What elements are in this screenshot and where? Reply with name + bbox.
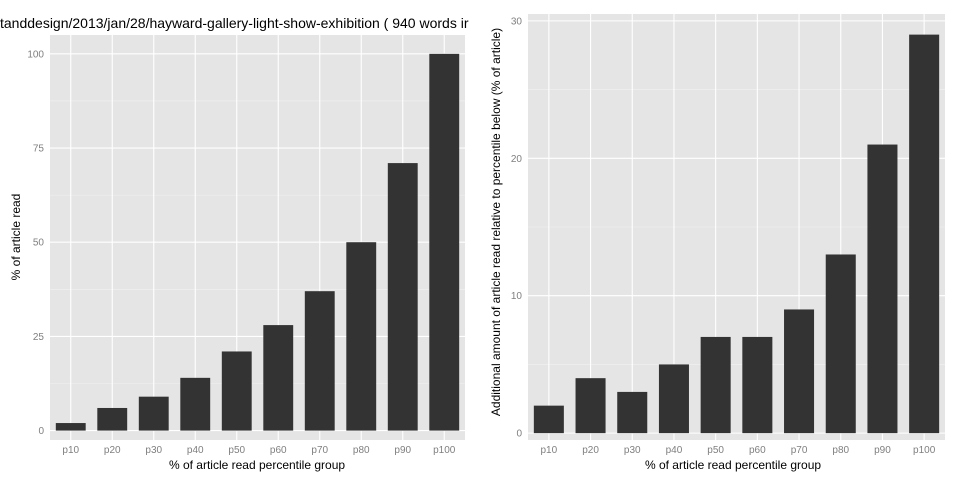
chart-right-bar (575, 378, 606, 434)
chart-right-bar (617, 391, 648, 434)
chart-left-bar (221, 351, 252, 431)
chart-left-x-tick-label: p50 (228, 445, 245, 456)
chart-right-y-tick-label: 0 (516, 429, 522, 440)
chart-left-x-tick-label: p90 (394, 445, 411, 456)
chart-right-bar (825, 254, 856, 434)
chart-left-x-tick-label: p10 (62, 445, 79, 456)
chart-left-x-tick-label: p60 (270, 445, 287, 456)
chart-right-x-tick-label: p70 (791, 445, 808, 456)
chart-left-y-tick-label: 75 (33, 144, 45, 155)
chart-left-bar (180, 377, 211, 431)
chart-right-x-tick-label: p40 (666, 445, 683, 456)
chart-right-y-axis-title: Additional amount of article read relati… (489, 28, 503, 416)
chart-left-bar (387, 163, 418, 431)
chart-right-bar (742, 336, 773, 434)
chart-left-x-tick-label: p70 (311, 445, 328, 456)
chart-right-x-tick-label: p90 (874, 445, 891, 456)
chart-right-x-axis-title: % of article read percentile group (645, 458, 821, 472)
chart-right-x-tick-label: p60 (749, 445, 766, 456)
chart-right-x-tick-label: p100 (913, 445, 936, 456)
chart-right-bar (658, 364, 689, 434)
chart-left-bar (55, 423, 86, 431)
chart-left-x-tick-label: p20 (104, 445, 121, 456)
chart-left-x-tick-label: p30 (145, 445, 162, 456)
chart-left-x-axis-title: % of article read percentile group (169, 458, 345, 472)
chart-right-y-tick-label: 30 (511, 16, 523, 27)
chart-left-y-tick-label: 25 (33, 332, 45, 343)
chart-left-x-tick-label: p40 (187, 445, 204, 456)
chart-right-x-tick-label: p30 (624, 445, 641, 456)
chart-left: 0 25 50 75 100 p10 p20 p30 p40 p50 p60 p70 p80 p90 p10… (0, 15, 469, 472)
chart-right-bar (909, 34, 940, 434)
chart-right-bar (784, 309, 815, 434)
chart-right-x-tick-label: p80 (832, 445, 849, 456)
chart-left-bar (346, 242, 377, 431)
chart-right-bar (867, 144, 898, 434)
chart-left-y-tick-label: 100 (27, 49, 44, 60)
chart-left-x-tick-label: p100 (433, 445, 456, 456)
chart-left-y-axis-title: % of article read (9, 194, 23, 281)
chart-left-bar (263, 325, 294, 431)
chart-right-x-tick-label: p20 (582, 445, 599, 456)
chart-left-title: tanddesign/2013/jan/28/hayward-gallery-l… (0, 15, 469, 31)
chart-left-bar (138, 396, 169, 431)
chart-right-bar (533, 405, 564, 434)
chart-right-x-tick-label: p50 (707, 445, 724, 456)
chart-right-y-tick-label: 10 (511, 291, 523, 302)
chart-right-y-tick-label: 20 (511, 154, 523, 165)
chart-left-y-tick-label: 0 (38, 426, 44, 437)
chart-left-bar (429, 53, 460, 431)
chart-left-y-tick-label: 50 (33, 238, 45, 249)
chart-right-bar (700, 336, 731, 434)
chart-left-bar (304, 291, 335, 431)
chart-right: 0 10 20 30 p10 p20 p30 p40 p50 p60 p70 p80 p90 p100 %… (489, 14, 945, 472)
chart-left-bar (97, 407, 128, 431)
chart-right-x-tick-label: p10 (541, 445, 558, 456)
chart-left-x-tick-label: p80 (353, 445, 370, 456)
